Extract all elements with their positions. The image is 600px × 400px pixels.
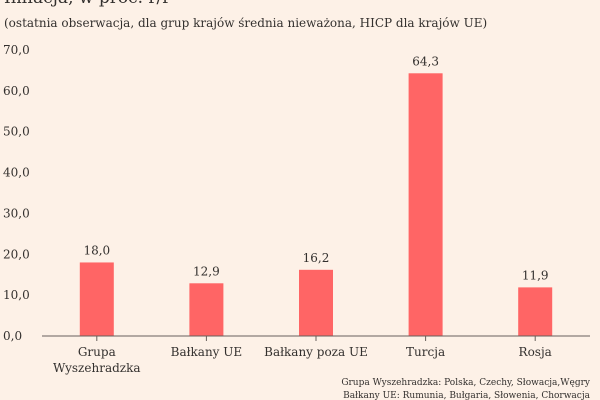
chart-subtitle: (ostatnia obserwacja, dla grup krajów śr… — [4, 16, 488, 30]
bar — [79, 262, 114, 336]
x-tick-label-line: Bałkany UE — [171, 345, 242, 359]
x-tick-label: Grupa Wyszehradzka — [53, 345, 140, 375]
bar — [189, 283, 224, 336]
y-tick-label: 40,0 — [3, 166, 30, 180]
x-tick-label: Bałkany UE — [171, 345, 242, 359]
value-label: 12,9 — [193, 264, 220, 278]
footnote-line: Bałkany UE: Rumunia, Bułgaria, Słowenia,… — [343, 391, 590, 400]
x-tick-label: Rosja — [519, 345, 552, 359]
chart-title: Inflacja, w proc. r/r — [4, 0, 170, 8]
y-tick-label: 10,0 — [3, 288, 30, 302]
bar — [408, 73, 443, 336]
x-tick-label: Bałkany poza UE — [264, 345, 368, 359]
bars — [79, 73, 553, 336]
value-labels: 18,0 12,9 16,2 64,3 11,9 — [83, 54, 548, 282]
footnote-line: Grupa Wyszehradzka: Polska, Czechy, Słow… — [341, 378, 590, 388]
y-tick-label: 70,0 — [3, 43, 30, 57]
x-tick-label-line: Wyszehradzka — [53, 361, 140, 375]
value-label: 11,9 — [522, 268, 549, 282]
x-tick-label-line: Rosja — [519, 345, 552, 359]
y-tick-label: 60,0 — [3, 84, 30, 98]
y-axis: 0,0 10,0 20,0 30,0 40,0 50,0 60,0 70,0 — [3, 43, 30, 343]
x-tick-label-line: Turcja — [406, 345, 445, 359]
bar — [299, 269, 333, 336]
value-label: 18,0 — [83, 243, 110, 257]
y-tick-label: 50,0 — [3, 125, 30, 139]
value-label: 16,2 — [303, 251, 330, 265]
value-label: 64,3 — [412, 54, 439, 68]
x-tick-label-line: Grupa — [78, 345, 116, 359]
x-tick-label: Turcja — [406, 345, 445, 359]
footnotes: Grupa Wyszehradzka: Polska, Czechy, Słow… — [341, 377, 590, 400]
y-tick-label: 30,0 — [3, 206, 30, 220]
y-tick-label: 20,0 — [3, 247, 30, 261]
x-axis: Grupa Wyszehradzka Bałkany UE Bałkany poza … — [42, 335, 590, 375]
bar — [518, 287, 553, 336]
y-tick-label: 0,0 — [3, 329, 22, 343]
x-tick-label-line: Bałkany poza UE — [264, 345, 368, 359]
